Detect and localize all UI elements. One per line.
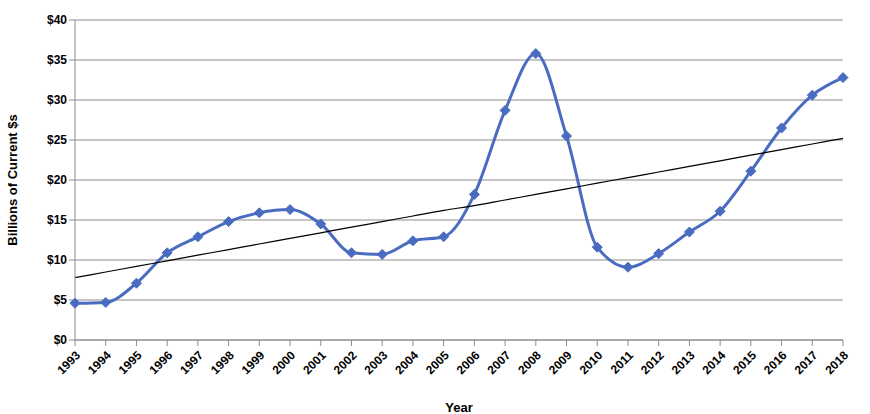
svg-text:1994: 1994	[85, 348, 114, 377]
svg-text:$35: $35	[47, 53, 67, 67]
svg-text:2012: 2012	[638, 348, 667, 377]
svg-text:2013: 2013	[669, 348, 698, 377]
svg-text:2004: 2004	[392, 348, 421, 377]
svg-text:2017: 2017	[792, 348, 821, 377]
svg-text:2015: 2015	[730, 348, 759, 377]
svg-text:1998: 1998	[208, 348, 237, 377]
svg-text:2003: 2003	[362, 348, 391, 377]
svg-text:2007: 2007	[484, 348, 513, 377]
svg-text:2009: 2009	[546, 348, 575, 377]
svg-text:Year: Year	[445, 400, 472, 414]
svg-text:$20: $20	[47, 173, 67, 187]
svg-text:2014: 2014	[699, 348, 728, 377]
svg-text:2005: 2005	[423, 348, 452, 377]
svg-text:$15: $15	[47, 213, 67, 227]
svg-text:1995: 1995	[116, 348, 145, 377]
svg-text:1997: 1997	[177, 348, 206, 377]
svg-text:$5: $5	[54, 293, 68, 307]
svg-text:1999: 1999	[239, 348, 268, 377]
svg-text:$40: $40	[47, 13, 67, 27]
svg-text:$30: $30	[47, 93, 67, 107]
svg-text:2000: 2000	[269, 348, 298, 377]
svg-text:2010: 2010	[577, 348, 606, 377]
svg-text:2001: 2001	[300, 348, 329, 377]
svg-text:1993: 1993	[54, 348, 83, 377]
svg-text:$25: $25	[47, 133, 67, 147]
svg-text:2008: 2008	[515, 348, 544, 377]
svg-text:Billions of Current $s: Billions of Current $s	[8, 114, 20, 245]
svg-text:2006: 2006	[454, 348, 483, 377]
svg-text:2018: 2018	[822, 348, 851, 377]
svg-text:$10: $10	[47, 253, 67, 267]
svg-text:2002: 2002	[331, 348, 360, 377]
svg-text:2011: 2011	[608, 348, 637, 377]
svg-text:2016: 2016	[761, 348, 790, 377]
svg-text:1996: 1996	[147, 348, 176, 377]
svg-text:$0: $0	[54, 333, 68, 347]
